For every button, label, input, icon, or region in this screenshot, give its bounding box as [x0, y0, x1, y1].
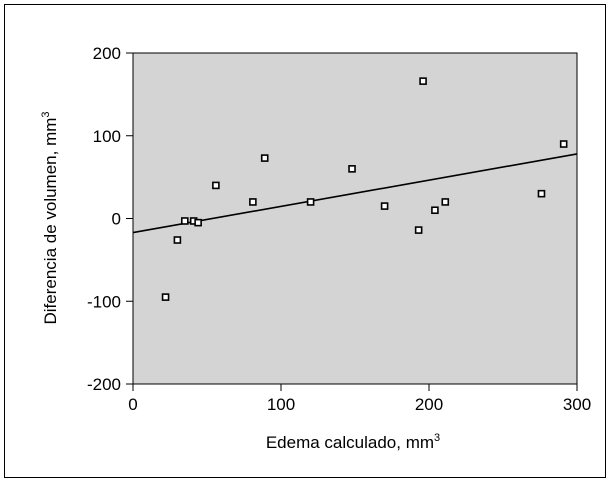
data-point	[559, 140, 568, 148]
data-point	[414, 226, 423, 234]
data-point	[194, 218, 202, 227]
data-point	[212, 181, 220, 190]
data-point	[260, 154, 269, 162]
data-point	[181, 217, 189, 225]
plot-area	[132, 52, 578, 385]
y-axis-title: Diferencia de volumen, mm3	[40, 111, 60, 324]
y-tick-label: 100	[93, 127, 121, 146]
x-axis: 0 100 200 300	[128, 384, 591, 414]
data-point	[161, 293, 170, 301]
trend-line	[132, 153, 578, 234]
data-point	[348, 165, 356, 173]
y-tick-label: -200	[87, 375, 121, 394]
y-tick-label: 0	[112, 210, 121, 229]
x-tick-label: 200	[415, 395, 443, 414]
y-tick-label: -100	[87, 292, 121, 311]
x-tick-label: 300	[563, 395, 591, 414]
data-point	[431, 206, 439, 215]
y-tick-label: 200	[93, 44, 121, 63]
data-point	[173, 236, 182, 244]
data-points	[161, 77, 568, 301]
data-point	[441, 198, 450, 206]
data-point	[249, 198, 257, 206]
data-point	[537, 189, 546, 198]
x-tick-label: 100	[267, 395, 295, 414]
y-axis: -200 -100 0 100 200	[87, 44, 133, 394]
x-axis-title: Edema calculado, mm3	[266, 432, 440, 452]
data-point	[419, 77, 427, 85]
x-tick-label: 0	[128, 395, 137, 414]
data-point	[306, 198, 315, 206]
data-point	[380, 202, 389, 210]
